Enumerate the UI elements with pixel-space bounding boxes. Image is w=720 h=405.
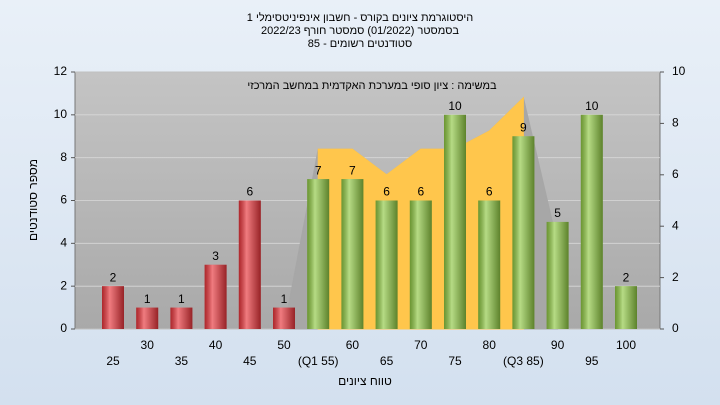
bar-shade: [136, 307, 159, 329]
value-label: 6: [486, 185, 493, 199]
y2-tick-label: 0: [672, 321, 679, 335]
bar-shade: [580, 114, 603, 329]
bar-shade: [102, 286, 124, 329]
bar-shade: [478, 200, 501, 329]
y-tick-label: 12: [54, 64, 68, 78]
bar-shade: [546, 221, 569, 329]
y-tick-label: 10: [54, 107, 68, 121]
value-label: 2: [623, 270, 630, 284]
bar-shade: [341, 179, 364, 329]
value-label: 6: [383, 185, 390, 199]
x-tick-label: 40: [209, 338, 223, 352]
x-tick-label: 90: [551, 338, 565, 352]
y2-tick-label: 4: [672, 218, 679, 232]
y-tick-label: 6: [60, 193, 67, 207]
x-tick-label: (Q3 85): [503, 354, 544, 368]
y2-tick-label: 6: [672, 167, 679, 181]
x-tick-label: 100: [616, 338, 636, 352]
bar-shade: [512, 136, 535, 329]
x-tick-label: 65: [380, 354, 394, 368]
y-tick-label: 2: [60, 278, 67, 292]
value-label: 7: [315, 163, 322, 177]
y-tick-label: 8: [60, 150, 67, 164]
value-label: 3: [212, 249, 219, 263]
y-axis-label: מספר סטודנטים: [26, 159, 40, 241]
value-label: 6: [417, 185, 424, 199]
value-label: 6: [246, 185, 253, 199]
bar-shade: [307, 179, 330, 329]
x-tick-label: 25: [106, 354, 120, 368]
bar-shade: [170, 307, 193, 329]
x-tick-label: 70: [414, 338, 428, 352]
bar-shade: [204, 264, 227, 329]
value-label: 1: [281, 292, 288, 306]
bar-shade: [444, 114, 466, 329]
x-tick-label: 35: [175, 354, 189, 368]
x-tick-label: 30: [141, 338, 155, 352]
x-axis-label: טווח ציונים: [338, 374, 392, 388]
bar-shade: [273, 307, 295, 329]
bar-shade: [615, 286, 637, 329]
title-line: סטודנטים רשומים - 85: [308, 38, 412, 50]
y2-tick-label: 8: [672, 116, 679, 130]
x-tick-label: 50: [277, 338, 291, 352]
bar-shade: [375, 200, 398, 329]
value-label: 1: [144, 292, 151, 306]
value-label: 9: [520, 120, 527, 134]
x-tick-label: 75: [448, 354, 462, 368]
x-tick-label: 60: [346, 338, 360, 352]
y-tick-label: 4: [60, 236, 67, 250]
y-tick-label: 0: [60, 321, 67, 335]
value-label: 2: [110, 270, 117, 284]
x-tick-label: 45: [243, 354, 257, 368]
x-tick-label: 95: [585, 354, 599, 368]
value-label: 10: [585, 99, 599, 113]
value-label: 1: [178, 292, 185, 306]
title-line: היסטוגרמת ציונים בקורס - חשבון אינפיניטס…: [247, 11, 473, 24]
value-label: 10: [448, 99, 462, 113]
x-tick-label: (Q1 55): [298, 354, 339, 368]
y2-tick-label: 10: [672, 64, 686, 78]
y2-tick-label: 2: [672, 270, 679, 284]
annotation: במשימה : ציון סופי במערכת האקדמית במחשב …: [247, 80, 497, 92]
value-label: 5: [554, 206, 561, 220]
value-label: 7: [349, 163, 356, 177]
bar-shade: [409, 200, 432, 329]
bar-shade: [238, 200, 261, 329]
x-tick-label: 80: [483, 338, 497, 352]
title-line: בסמסטר (01/2022) סמסטר חורף 2022/23: [261, 25, 459, 37]
